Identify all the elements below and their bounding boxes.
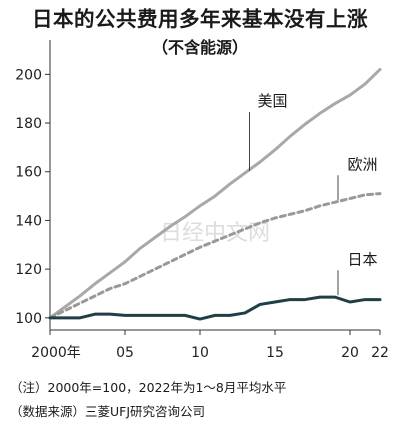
y-tick-label: 120 (15, 262, 42, 278)
series-line (48, 295, 382, 321)
y-tick-label: 100 (15, 311, 42, 327)
series-line (48, 67, 382, 320)
x-tick-label: 15 (266, 345, 284, 361)
x-tick-label: 05 (116, 345, 134, 361)
y-tick-label: 160 (15, 165, 42, 181)
footnote: （注）2000年=100，2022年为1～8月平均水平 (10, 380, 287, 395)
axes: 100 120 140 160 180 200 2000年 05 10 15 20 22 (15, 40, 389, 361)
chart-title: 日本的公共费用多年来基本没有上涨 (32, 7, 368, 31)
x-tick-label: 20 (341, 345, 359, 361)
x-tick-label: 2000年 (31, 345, 81, 361)
y-tick-label: 200 (15, 67, 42, 83)
x-tick-label: 10 (191, 345, 209, 361)
y-tick-label: 180 (15, 116, 42, 132)
series-label: 美国 (257, 92, 287, 110)
y-tick-label: 140 (15, 213, 42, 229)
series-line (48, 192, 382, 320)
series-label: 欧洲 (347, 155, 377, 173)
source-note: （数据来源）三菱UFJ研究咨询公司 (10, 404, 206, 419)
x-tick-label: 22 (371, 345, 389, 361)
series-label: 日本 (347, 250, 377, 268)
chart-subtitle: （不含能源） (151, 38, 248, 57)
series-lines (48, 67, 382, 321)
